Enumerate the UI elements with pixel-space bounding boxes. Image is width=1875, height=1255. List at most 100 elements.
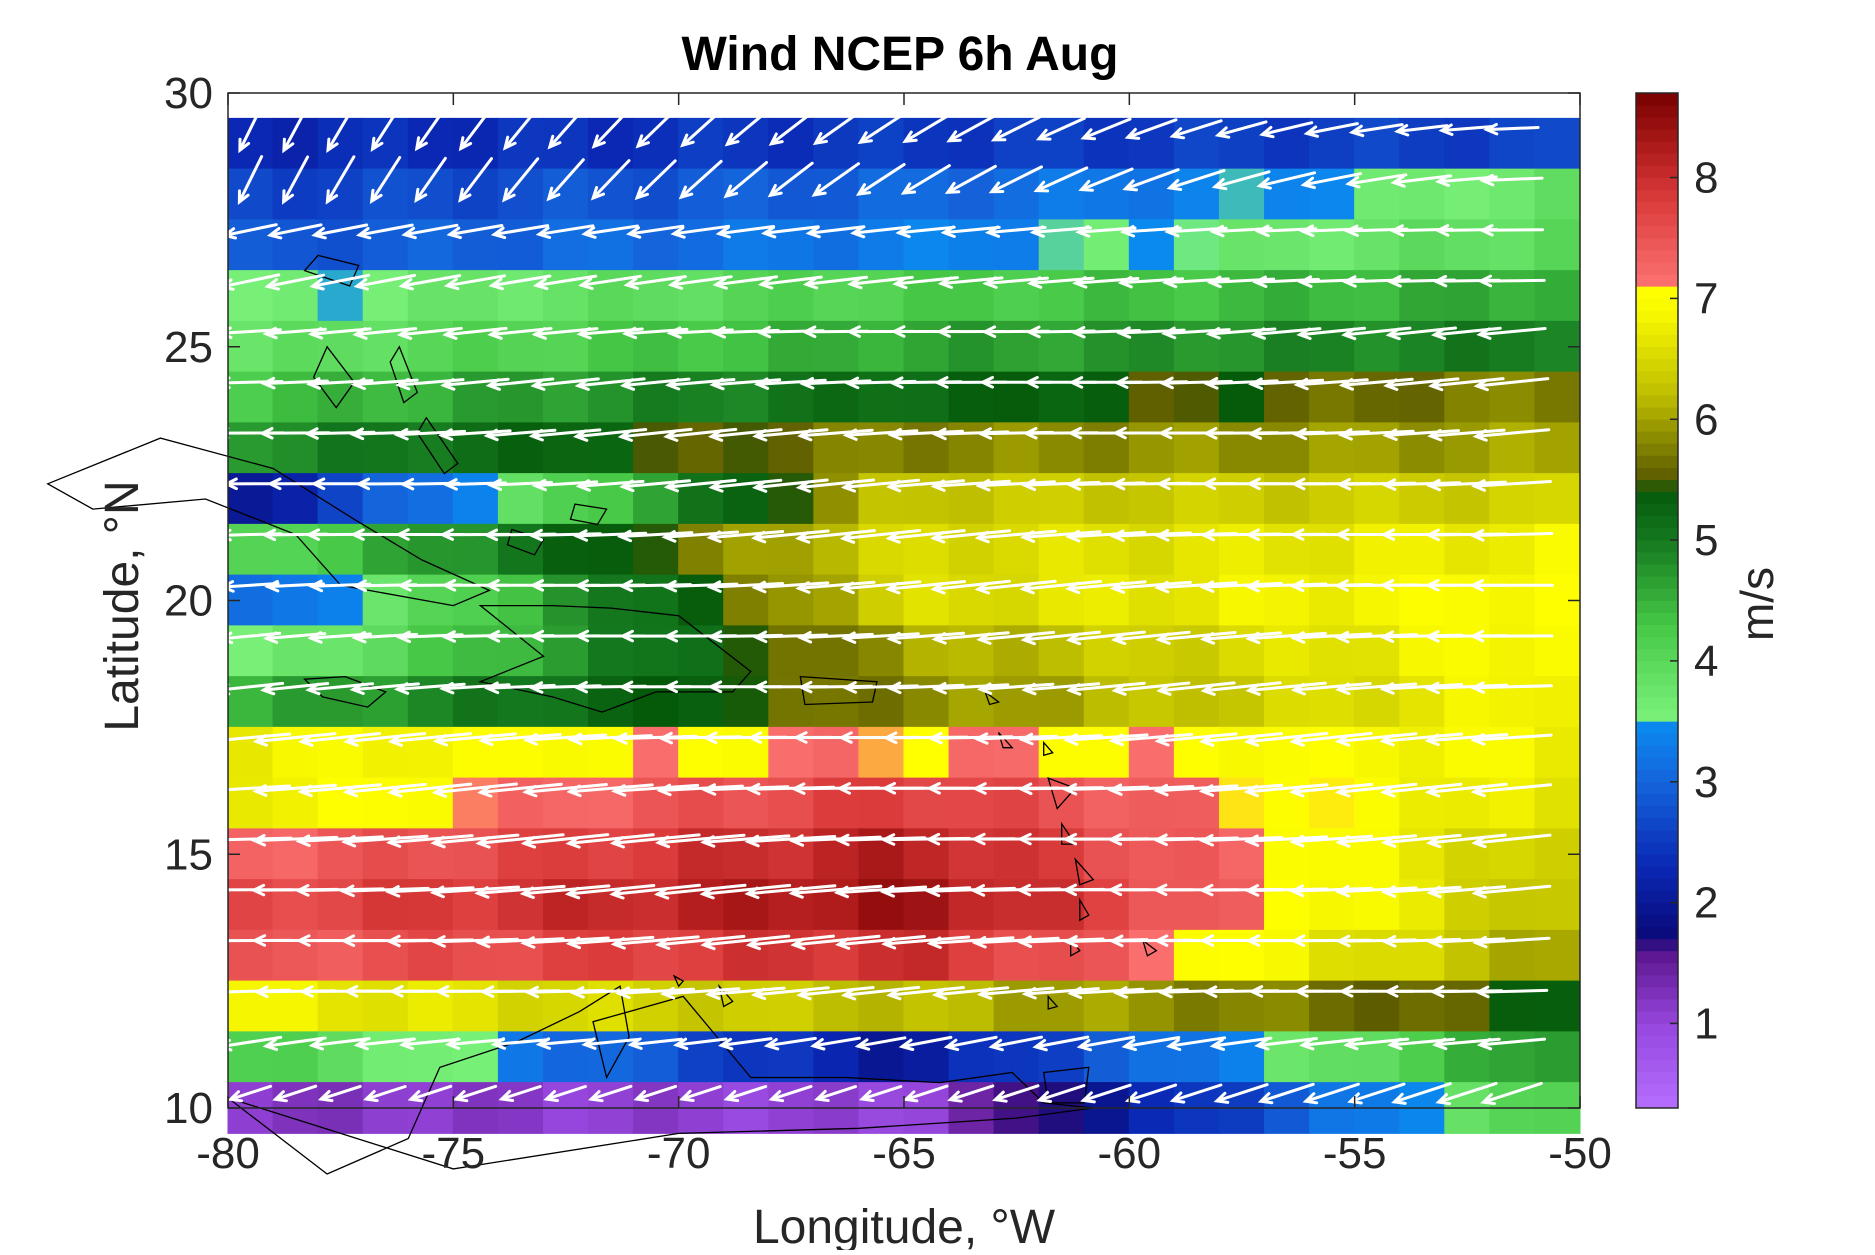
wind-vector xyxy=(519,884,611,899)
wind-vector xyxy=(567,732,653,746)
wind-vector xyxy=(634,159,677,201)
heatmap-cell xyxy=(362,929,409,982)
wind-vector xyxy=(1470,783,1553,798)
wind-vector xyxy=(854,1036,907,1051)
heatmap-cell xyxy=(272,371,319,424)
wind-vector xyxy=(1469,579,1554,592)
heatmap-cell xyxy=(317,828,364,881)
wind-vector xyxy=(564,884,656,900)
heatmap-cell xyxy=(768,320,815,373)
wind-vector xyxy=(1076,1035,1136,1052)
wind-vector xyxy=(840,985,921,1001)
heatmap-cell xyxy=(768,777,815,830)
wind-vector xyxy=(661,530,740,543)
heatmap-cell xyxy=(1218,168,1266,221)
colorbar-segment xyxy=(1636,177,1678,190)
wind-vector xyxy=(926,936,1015,949)
wind-vector xyxy=(443,274,506,291)
colorbar-segment xyxy=(1636,660,1678,674)
colorbar-segment xyxy=(1636,455,1678,468)
heatmap-cell xyxy=(362,879,409,931)
colorbar-segment xyxy=(1636,721,1678,734)
wind-vector xyxy=(1254,1037,1318,1051)
colorbar-segment xyxy=(1636,310,1678,323)
heatmap-cell xyxy=(227,980,274,1033)
colorbar-segment xyxy=(1636,515,1678,529)
coastline-outline xyxy=(983,690,1001,706)
heatmap-cell xyxy=(1489,929,1536,982)
wind-vector xyxy=(757,275,823,290)
wind-vector xyxy=(587,1084,633,1103)
wind-vector xyxy=(401,223,459,240)
wind-vector xyxy=(900,164,951,195)
heatmap-cell xyxy=(1354,574,1401,627)
wind-vector xyxy=(886,631,965,645)
wind-vector xyxy=(1476,327,1547,340)
wind-vector xyxy=(488,274,552,291)
wind-vector xyxy=(610,935,700,950)
wind-vector xyxy=(1156,681,1236,696)
colorbar-segment xyxy=(1636,612,1678,625)
wind-vector xyxy=(1213,1083,1269,1104)
wind-vector xyxy=(1335,834,1418,848)
wind-vector xyxy=(750,986,830,1001)
wind-vector xyxy=(1470,733,1553,746)
chart-title: Wind NCEP 6h Aug xyxy=(682,28,1119,81)
wind-vector xyxy=(842,428,919,441)
heatmap-cell xyxy=(362,574,409,627)
wind-vector xyxy=(700,834,791,848)
coastline-outline xyxy=(416,416,459,475)
wind-vector xyxy=(1381,833,1462,848)
wind-vector xyxy=(484,681,556,695)
colorbar-segment xyxy=(1636,890,1678,903)
heatmap-cell xyxy=(1083,777,1130,830)
y-tick-label: 15 xyxy=(164,830,213,879)
wind-vector xyxy=(1036,1084,1086,1103)
x-tick-label: -65 xyxy=(872,1129,936,1178)
colorbar-segment xyxy=(1636,406,1678,420)
wind-vector xyxy=(1338,377,1414,391)
wind-vector xyxy=(700,934,791,951)
coastline-outline xyxy=(389,345,419,404)
wind-vector xyxy=(1209,1036,1273,1051)
x-axis-ticks: -80 -75 -70 -65 -60 -55 -50 xyxy=(196,93,1612,1178)
wind-vector xyxy=(706,530,785,543)
heatmap-cell xyxy=(813,726,860,779)
wind-vector xyxy=(1334,732,1418,747)
colorbar-segment xyxy=(1636,431,1678,444)
heatmap-cell xyxy=(993,828,1040,881)
heatmap-cell xyxy=(227,929,274,982)
wind-vector xyxy=(490,224,550,240)
heatmap-cell xyxy=(993,117,1040,170)
heatmap-cell xyxy=(948,320,995,373)
wind-vector xyxy=(946,114,996,143)
colorbar-segment xyxy=(1636,189,1678,203)
wind-vector xyxy=(1065,681,1146,696)
wind-vector xyxy=(566,783,654,798)
wind-vector xyxy=(398,1037,461,1051)
heatmap-cell xyxy=(1173,879,1220,931)
wind-vector xyxy=(1299,1037,1364,1051)
wind-vector xyxy=(944,164,997,194)
wind-vector xyxy=(789,834,882,847)
wind-vector xyxy=(1471,884,1552,899)
heatmap-cell xyxy=(948,828,995,881)
wind-vector xyxy=(988,1035,1043,1052)
heatmap-cell xyxy=(1354,270,1401,322)
heatmap-cell xyxy=(1309,523,1356,576)
wind-vector xyxy=(591,109,630,149)
colorbar-segment xyxy=(1636,781,1678,795)
wind-vector xyxy=(802,275,868,290)
wind-vector xyxy=(744,834,837,848)
wind-vector xyxy=(282,105,309,154)
colorbar-segment xyxy=(1636,938,1678,952)
wind-vector xyxy=(475,935,565,949)
colorbar-segment xyxy=(1636,370,1678,384)
coastline-outline xyxy=(799,675,878,706)
colorbar-tick-label: 7 xyxy=(1694,274,1718,323)
wind-vector xyxy=(1473,377,1550,392)
wind-vector xyxy=(1153,783,1239,797)
wind-vector xyxy=(619,479,691,493)
wind-vector xyxy=(763,1036,817,1051)
wind-vector xyxy=(1169,1083,1223,1104)
